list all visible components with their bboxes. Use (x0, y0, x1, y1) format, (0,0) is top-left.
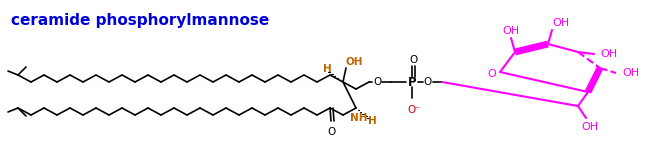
Text: O: O (407, 105, 415, 115)
Text: OH: OH (346, 57, 363, 67)
Text: O: O (487, 69, 496, 79)
Text: O: O (328, 127, 336, 137)
Text: OH: OH (581, 122, 598, 132)
Text: OH: OH (552, 18, 569, 28)
Text: O: O (424, 77, 432, 87)
Text: O: O (373, 77, 381, 87)
Text: H: H (367, 116, 377, 126)
Text: H: H (322, 64, 332, 74)
Text: OH: OH (622, 68, 639, 78)
Text: ⁻: ⁻ (414, 105, 420, 115)
Text: NH: NH (350, 113, 367, 123)
Text: O: O (409, 55, 417, 65)
Text: ceramide phosphorylmannose: ceramide phosphorylmannose (11, 13, 269, 28)
Text: P: P (408, 76, 416, 88)
Text: OH: OH (600, 49, 617, 59)
Text: OH: OH (502, 26, 520, 36)
